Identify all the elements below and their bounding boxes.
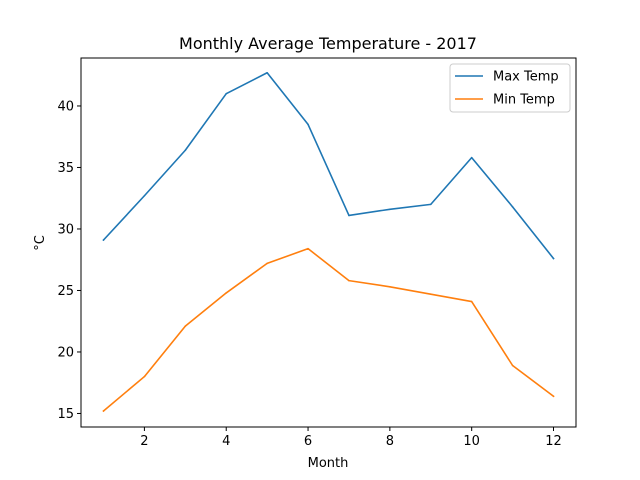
y-tick-label: 25	[57, 284, 74, 299]
data-point	[102, 239, 105, 241]
legend-label: Max Temp	[493, 70, 559, 85]
data-point	[470, 156, 473, 159]
data-point	[348, 279, 350, 282]
data-point	[552, 257, 555, 260]
series-lines	[102, 71, 555, 413]
data-point	[266, 71, 268, 74]
series-line-1	[102, 247, 555, 413]
x-tick-label: 8	[386, 434, 394, 449]
y-tick-label: 40	[57, 99, 74, 114]
y-axis-label: °C	[33, 235, 48, 251]
data-point	[389, 285, 391, 288]
x-tick-label: 4	[222, 434, 230, 449]
plot-frame	[80, 57, 577, 428]
x-axis-label: Month	[308, 456, 349, 471]
data-point	[184, 325, 187, 327]
series-line-0	[102, 71, 555, 260]
data-point	[511, 364, 514, 367]
y-tick-label: 30	[57, 222, 74, 237]
data-point	[143, 375, 146, 378]
legend-label: Min Temp	[493, 93, 555, 108]
y-tick-label: 35	[57, 161, 74, 176]
data-point	[429, 293, 432, 295]
plot-area	[80, 57, 577, 428]
y-tick-label: 15	[57, 407, 74, 422]
x-tick-label: 12	[545, 434, 562, 449]
data-point	[307, 247, 309, 250]
data-point	[184, 149, 187, 152]
data-point	[429, 203, 432, 206]
x-tick-label: 2	[140, 434, 148, 449]
data-point	[511, 206, 514, 208]
data-point	[552, 395, 555, 398]
data-point	[143, 194, 146, 197]
chart-title: Monthly Average Temperature - 2017	[179, 34, 477, 53]
x-tick-label: 6	[304, 434, 312, 449]
y-axis-ticks: 15 20 25 30 35 40	[57, 99, 81, 422]
data-point	[389, 208, 391, 211]
data-point	[307, 123, 309, 126]
x-tick-label: 10	[463, 434, 480, 449]
y-tick-label: 20	[57, 345, 74, 360]
data-point	[348, 214, 350, 217]
data-point	[470, 300, 473, 303]
data-point	[225, 292, 228, 294]
data-point	[225, 92, 228, 95]
data-point	[266, 262, 268, 265]
x-axis-ticks: 2 4 6 8 10 12	[140, 427, 562, 449]
data-point	[102, 410, 105, 412]
legend: Max Temp Min Temp	[449, 63, 571, 113]
